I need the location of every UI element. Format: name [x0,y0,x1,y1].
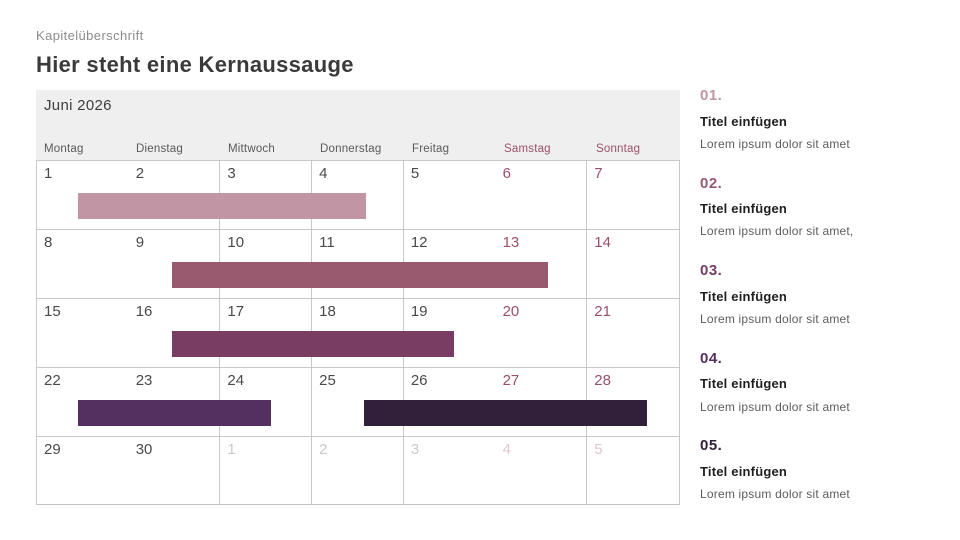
day-cell: 12 [410,234,428,251]
day-cell: 14 [594,234,611,251]
day-cell: 28 [594,372,611,389]
calendar-grid: 1 2 3 4 5 6 7 8 9 10 11 12 13 14 15 16 17 18 19 20 21 22 23 24 2… [36,160,680,505]
legend-item-title: Titel einfügen [700,288,788,304]
calendar-header: Juni 2026 Montag Dienstag Mittwoch Donnerst… [36,90,680,160]
day-cell: 29 [44,441,61,458]
legend-item: 04. Titel einfügen Lorem ipsum dolor sit a… [700,349,910,415]
event-bar-3 [172,331,454,357]
weekday-label: Sonntag [596,143,641,155]
legend-item-title: Titel einfügen [700,463,788,479]
legend-item: 01. Titel einfügen Lorem ipsum dolor sit a… [700,87,910,152]
weekday-row: Montag Dienstag Mittwoch Donnerstag Freitag S… [36,143,680,155]
weekday-label: Mittwoch [228,143,275,155]
day-cell: 4 [496,437,588,505]
day-cell: 1 [220,437,313,505]
legend-item-number: 01. [700,87,723,104]
legend-item-title: Titel einfügen [700,201,788,217]
legend-item: 03. Titel einfügen Lorem ipsum dolor sit a… [700,263,910,327]
legend-item-title: Titel einfügen [700,376,788,392]
page-title: Hier steht eine Kernaussauge [36,52,354,77]
day-cell: 20 [496,299,588,367]
legend-sidebar: 01. Titel einfügen Lorem ipsum dolor sit a… [700,87,910,526]
event-bar-4 [78,400,271,426]
day-cell: 5 [594,441,603,458]
weekday-label: Samstag [504,143,551,155]
day-cell: 26 [410,372,428,389]
event-bar-1 [78,193,366,219]
event-bar-5 [363,400,647,426]
day-cell: 24 [220,368,313,436]
week-row: 8 9 10 11 12 13 14 [37,229,679,298]
week-row: 22 23 24 25 26 27 28 [37,367,679,436]
week-row: 29 30 1 2 3 4 5 [37,436,679,505]
weekday-label: Montag [44,143,84,155]
day-cell: 30 [129,437,221,505]
month-label: Juni 2026 [44,97,112,114]
legend-item-number: 02. [700,174,723,192]
day-cell: 5 [410,165,420,182]
day-cell: 19 [410,303,428,320]
legend-item: 02. Titel einfügen Lorem ipsum dolor sit a… [700,174,910,240]
day-cell: 2 [312,437,404,505]
chapter-kicker: Kapitelüberschrift [36,28,144,43]
legend-item-number: 05. [700,437,723,455]
weekday-label: Dienstag [136,143,183,155]
day-cell: 13 [496,230,588,298]
weekday-label: Donnerstag [320,143,382,155]
legend-item-body: Lorem ipsum dolor sit amet [700,487,850,502]
legend-item-number: 04. [700,349,723,367]
day-cell: 15 [44,303,61,320]
legend-item-body: Lorem ipsum dolor sit amet [700,399,850,414]
day-cell: 22 [44,372,61,389]
day-cell: 7 [594,165,603,182]
event-bar-2 [172,262,549,288]
day-cell: 1 [44,165,53,182]
legend-item-number: 03. [700,262,723,280]
day-cell: 6 [496,161,588,229]
calendar: Juni 2026 Montag Dienstag Mittwoch Donnerst… [36,90,680,505]
legend-item: 05. Titel einfügen Lorem ipsum dolor sit a… [700,438,910,502]
legend-item-title: Titel einfügen [700,113,788,129]
day-cell: 4 [312,161,404,229]
weekday-label: Freitag [412,143,450,155]
day-cell: 3 [410,441,420,458]
week-row: 15 16 17 18 19 20 21 [37,298,679,367]
legend-item-body: Lorem ipsum dolor sit amet [700,136,850,151]
legend-item-body: Lorem ipsum dolor sit amet [700,311,850,326]
day-cell: 8 [44,234,53,251]
day-cell: 21 [594,303,611,320]
legend-item-body: Lorem ipsum dolor sit amet, [700,224,854,239]
